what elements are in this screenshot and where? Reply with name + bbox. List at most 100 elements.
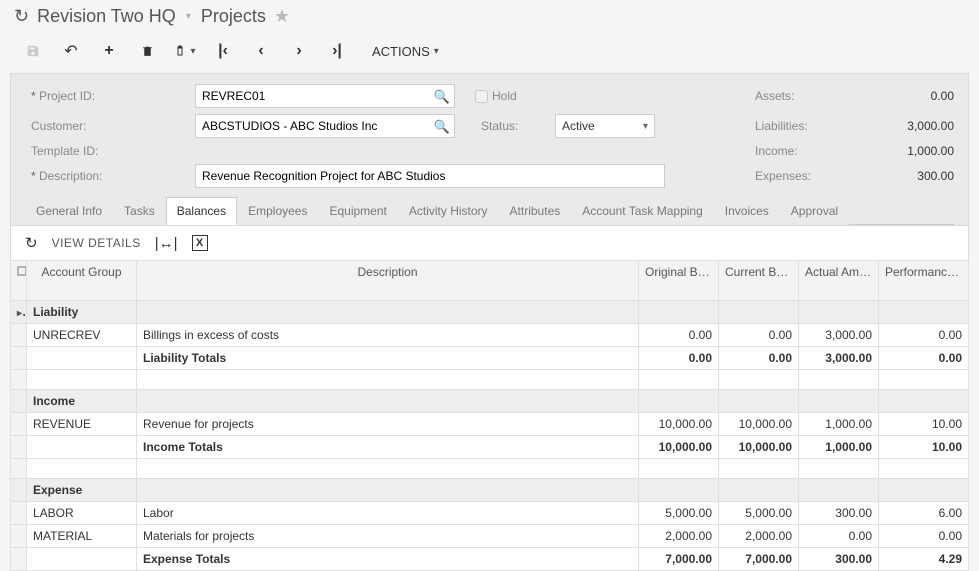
cell-account-group: LABOR (27, 502, 137, 525)
table-row[interactable]: ▸Liability (11, 301, 969, 324)
table-row[interactable]: Liability Totals0.000.003,000.000.00 (11, 347, 969, 370)
actions-label: ACTIONS (372, 44, 430, 59)
cell-curr: 0.00 (719, 347, 799, 370)
row-handle[interactable] (11, 502, 27, 525)
tab-activity-history[interactable]: Activity History (398, 197, 499, 225)
label-assets: Assets: (755, 89, 794, 103)
table-row[interactable]: LABORLabor5,000.005,000.00300.006.00 (11, 502, 969, 525)
nav-last-icon[interactable]: ›| (318, 39, 356, 63)
cell-perf: 0.00 (879, 324, 969, 347)
export-icon[interactable]: X (192, 235, 208, 251)
cell-orig: 0.00 (639, 324, 719, 347)
tab-invoices[interactable]: Invoices (714, 197, 780, 225)
label-template-id: Template ID: (25, 144, 195, 158)
description-input[interactable] (202, 169, 658, 183)
nav-prev-icon[interactable]: ‹ (242, 39, 280, 63)
tab-employees[interactable]: Employees (237, 197, 318, 225)
undo-icon[interactable]: ↶ (52, 39, 90, 63)
row-handle[interactable] (11, 479, 27, 502)
cell-perf: 0.00 (879, 525, 969, 548)
lookup-icon[interactable]: 🔍 (434, 89, 450, 105)
cell-actual: 300.00 (799, 502, 879, 525)
tab-tasks[interactable]: Tasks (113, 197, 166, 225)
save-icon (14, 39, 52, 63)
row-handle[interactable] (11, 548, 27, 571)
tab-approval[interactable]: Approval (780, 197, 849, 225)
cell-orig: 10,000.00 (639, 413, 719, 436)
tab-general-info[interactable]: General Info (25, 197, 113, 225)
favorite-star-icon[interactable]: ★ (274, 6, 290, 27)
cell-orig: 7,000.00 (639, 548, 719, 571)
nav-next-icon[interactable]: › (280, 39, 318, 63)
clipboard-dropdown-icon[interactable]: ▾ (166, 39, 204, 63)
label-project-id: Project ID: (25, 89, 195, 103)
col-curr-budget[interactable]: Current Budgeted Amount (719, 261, 799, 301)
cell-actual: 300.00 (799, 548, 879, 571)
status-select[interactable]: Active ▾ (555, 114, 655, 138)
col-actual[interactable]: Actual Amount (799, 261, 879, 301)
row-handle[interactable] (11, 413, 27, 436)
chevron-down-icon: ▾ (434, 46, 439, 57)
col-performance[interactable]: Performance (%) (879, 261, 969, 301)
cell-curr: 7,000.00 (719, 548, 799, 571)
row-handle[interactable] (11, 390, 27, 413)
col-description[interactable]: Description (137, 261, 639, 301)
description-input-wrap[interactable] (195, 164, 665, 188)
table-row[interactable]: Expense Totals7,000.007,000.00300.004.29 (11, 548, 969, 571)
cell-account-group: UNRECREV (27, 324, 137, 347)
customer-input[interactable] (202, 119, 430, 133)
cell-description: Expense Totals (137, 548, 639, 571)
cell-curr: 10,000.00 (719, 436, 799, 459)
project-id-input-wrap[interactable]: 🔍 (195, 84, 455, 108)
row-handle[interactable]: ▸ (11, 301, 27, 324)
chevron-down-icon: ▾ (643, 121, 648, 132)
cell-description: Revenue for projects (137, 413, 639, 436)
table-row[interactable]: Expense (11, 479, 969, 502)
table-row[interactable]: REVENUERevenue for projects10,000.0010,0… (11, 413, 969, 436)
actions-dropdown[interactable]: ACTIONS ▾ (364, 40, 447, 63)
lookup-icon[interactable]: 🔍 (434, 119, 450, 135)
cell-curr: 10,000.00 (719, 413, 799, 436)
cell-account-group: Income (27, 390, 137, 413)
table-row[interactable]: MATERIALMaterials for projects2,000.002,… (11, 525, 969, 548)
label-status: Status: (475, 119, 555, 133)
fit-columns-icon[interactable]: |↔| (155, 235, 178, 252)
table-row (11, 459, 969, 479)
cell-actual: 3,000.00 (799, 347, 879, 370)
tab-bar: General InfoTasksBalancesEmployeesEquipm… (25, 196, 954, 225)
tab-equipment[interactable]: Equipment (318, 197, 397, 225)
tab-balances[interactable]: Balances (166, 197, 237, 225)
value-liabilities: 3,000.00 (874, 119, 954, 133)
page-title: Projects (201, 6, 266, 27)
col-account-group[interactable]: Account Group (27, 261, 137, 301)
delete-icon[interactable] (128, 39, 166, 63)
row-handle[interactable] (11, 324, 27, 347)
table-row[interactable]: UNRECREVBillings in excess of costs0.000… (11, 324, 969, 347)
cell-description: Billings in excess of costs (137, 324, 639, 347)
tab-account-task-mapping[interactable]: Account Task Mapping (571, 197, 714, 225)
table-row[interactable]: Income (11, 390, 969, 413)
view-details-button[interactable]: VIEW DETAILS (52, 236, 141, 250)
nav-first-icon[interactable]: |‹ (204, 39, 242, 63)
add-icon[interactable]: + (90, 39, 128, 63)
cell-orig: 5,000.00 (639, 502, 719, 525)
tab-attributes[interactable]: Attributes (499, 197, 572, 225)
cell-orig: 0.00 (639, 347, 719, 370)
row-handle[interactable] (11, 436, 27, 459)
balances-grid: Account Group Description Original Budge… (10, 260, 969, 571)
cell-perf: 4.29 (879, 548, 969, 571)
row-handle[interactable] (11, 525, 27, 548)
cell-actual: 1,000.00 (799, 413, 879, 436)
customer-input-wrap[interactable]: 🔍 (195, 114, 455, 138)
cell-orig: 10,000.00 (639, 436, 719, 459)
cell-curr: 0.00 (719, 324, 799, 347)
table-row[interactable]: Income Totals10,000.0010,000.001,000.001… (11, 436, 969, 459)
project-id-input[interactable] (202, 89, 430, 103)
grid-refresh-icon[interactable]: ↻ (25, 234, 38, 252)
grid-corner[interactable] (11, 261, 27, 301)
col-orig-budget[interactable]: Original Budgeted Amount (639, 261, 719, 301)
refresh-icon[interactable]: ↻ (14, 6, 29, 27)
title-caret-1[interactable]: ▾ (186, 11, 191, 22)
row-handle[interactable] (11, 347, 27, 370)
label-expenses: Expenses: (755, 169, 811, 183)
